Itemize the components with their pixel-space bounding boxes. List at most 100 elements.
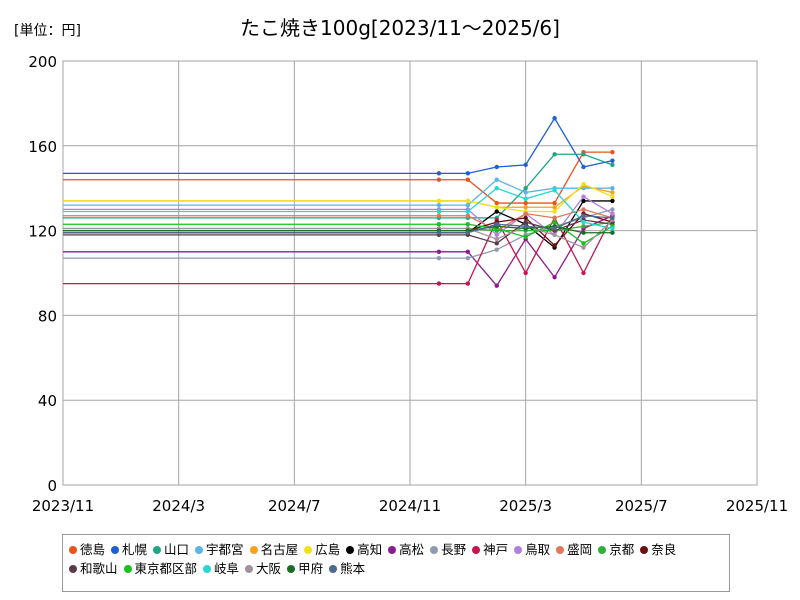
y-tick-label: 0 — [47, 477, 57, 495]
data-point — [552, 205, 557, 210]
legend-swatch — [329, 564, 338, 573]
data-point — [494, 247, 499, 252]
x-tick-label: 2024/7 — [268, 497, 321, 515]
data-point — [494, 209, 499, 214]
data-point — [465, 230, 471, 235]
data-point — [552, 188, 557, 193]
series-line — [63, 187, 613, 230]
y-tick-label: 160 — [28, 138, 57, 156]
data-point — [610, 190, 615, 195]
legend-item: 盛岡 — [556, 540, 592, 559]
data-point — [436, 213, 442, 218]
data-point — [494, 232, 499, 238]
series-line — [63, 215, 613, 234]
legend-swatch — [640, 545, 649, 554]
data-point — [436, 209, 442, 214]
series-group — [63, 116, 615, 288]
data-point — [465, 222, 471, 227]
legend-label: 甲府 — [298, 561, 324, 576]
data-point — [552, 219, 557, 225]
data-point — [494, 205, 499, 210]
data-point — [436, 177, 442, 182]
data-point — [436, 230, 442, 235]
data-point — [465, 249, 471, 254]
data-point — [581, 164, 586, 170]
legend-swatch — [346, 545, 355, 554]
data-point — [523, 186, 528, 191]
legend-label: 名古屋 — [260, 542, 299, 557]
data-point — [523, 196, 528, 201]
data-point — [581, 213, 586, 218]
data-point — [552, 243, 557, 248]
y-tick-label: 120 — [28, 223, 57, 241]
legend-item: 広島 — [304, 540, 340, 559]
legend-item: 大阪 — [245, 559, 281, 578]
data-point — [523, 200, 528, 206]
data-point — [552, 152, 557, 157]
data-point — [494, 283, 499, 288]
legend-swatch — [287, 564, 296, 573]
data-point — [552, 215, 557, 221]
data-point — [552, 232, 557, 238]
data-point — [465, 255, 471, 261]
data-point — [610, 149, 615, 155]
series-岐阜 — [63, 186, 615, 231]
data-point — [523, 211, 528, 216]
data-point — [494, 236, 499, 242]
legend-item: 札幌 — [111, 540, 147, 559]
legend-item: 徳島 — [69, 540, 105, 559]
data-point — [610, 226, 615, 231]
legend-label: 高知 — [357, 542, 383, 557]
data-point — [465, 209, 471, 214]
data-point — [610, 207, 615, 212]
legend-label: 札幌 — [122, 542, 148, 557]
data-point — [523, 234, 528, 240]
data-point — [581, 245, 586, 250]
legend-label: 京都 — [609, 542, 635, 557]
legend-item: 岐阜 — [203, 559, 239, 578]
legend-item: 和歌山 — [69, 559, 118, 578]
data-point — [610, 162, 615, 168]
data-point — [436, 255, 442, 261]
legend-item: 鳥取 — [514, 540, 550, 559]
legend-swatch — [472, 545, 481, 554]
legend-swatch — [195, 545, 204, 554]
data-point — [523, 205, 528, 210]
data-point — [436, 249, 442, 254]
data-point — [465, 198, 471, 204]
data-point — [465, 177, 471, 182]
data-point — [465, 202, 471, 208]
data-point — [436, 171, 442, 176]
data-point — [581, 194, 586, 199]
data-point — [581, 224, 586, 229]
data-point — [436, 198, 442, 204]
data-point — [494, 177, 499, 182]
legend-label: 長野 — [441, 542, 467, 557]
legend-item: 名古屋 — [249, 540, 299, 559]
legend-label: 盛岡 — [567, 542, 593, 557]
data-point — [436, 281, 442, 286]
x-tick-label: 2024/11 — [379, 497, 441, 515]
data-point — [494, 222, 499, 227]
series-line — [63, 183, 613, 213]
y-tick-label: 40 — [38, 392, 57, 410]
legend-swatch — [123, 564, 132, 573]
series-line — [63, 225, 613, 234]
data-point — [494, 164, 499, 170]
data-point — [581, 198, 586, 204]
data-point — [552, 209, 557, 214]
legend-swatch — [598, 545, 607, 554]
legend-item: 熊本 — [329, 559, 365, 578]
data-point — [494, 241, 499, 246]
legend-item: 京都 — [598, 540, 634, 559]
legend-swatch — [249, 545, 258, 554]
legend: 徳島 札幌 山口 宇都宮 名古屋 広島 高知 高松 長野 神戸 鳥取 盛岡 京都 奈良 和歌山 東京都区部 岐阜… — [62, 534, 730, 592]
legend-item: 甲府 — [287, 559, 323, 578]
data-point — [610, 230, 615, 235]
legend-item: 山口 — [153, 540, 189, 559]
data-point — [610, 198, 615, 204]
data-point — [610, 215, 615, 221]
x-axis-ticks: 2023/11 2024/3 2024/7 2024/11 2025/3 2025/7 20… — [32, 497, 788, 515]
series-高松 — [63, 213, 615, 288]
legend-item: 高知 — [346, 540, 382, 559]
